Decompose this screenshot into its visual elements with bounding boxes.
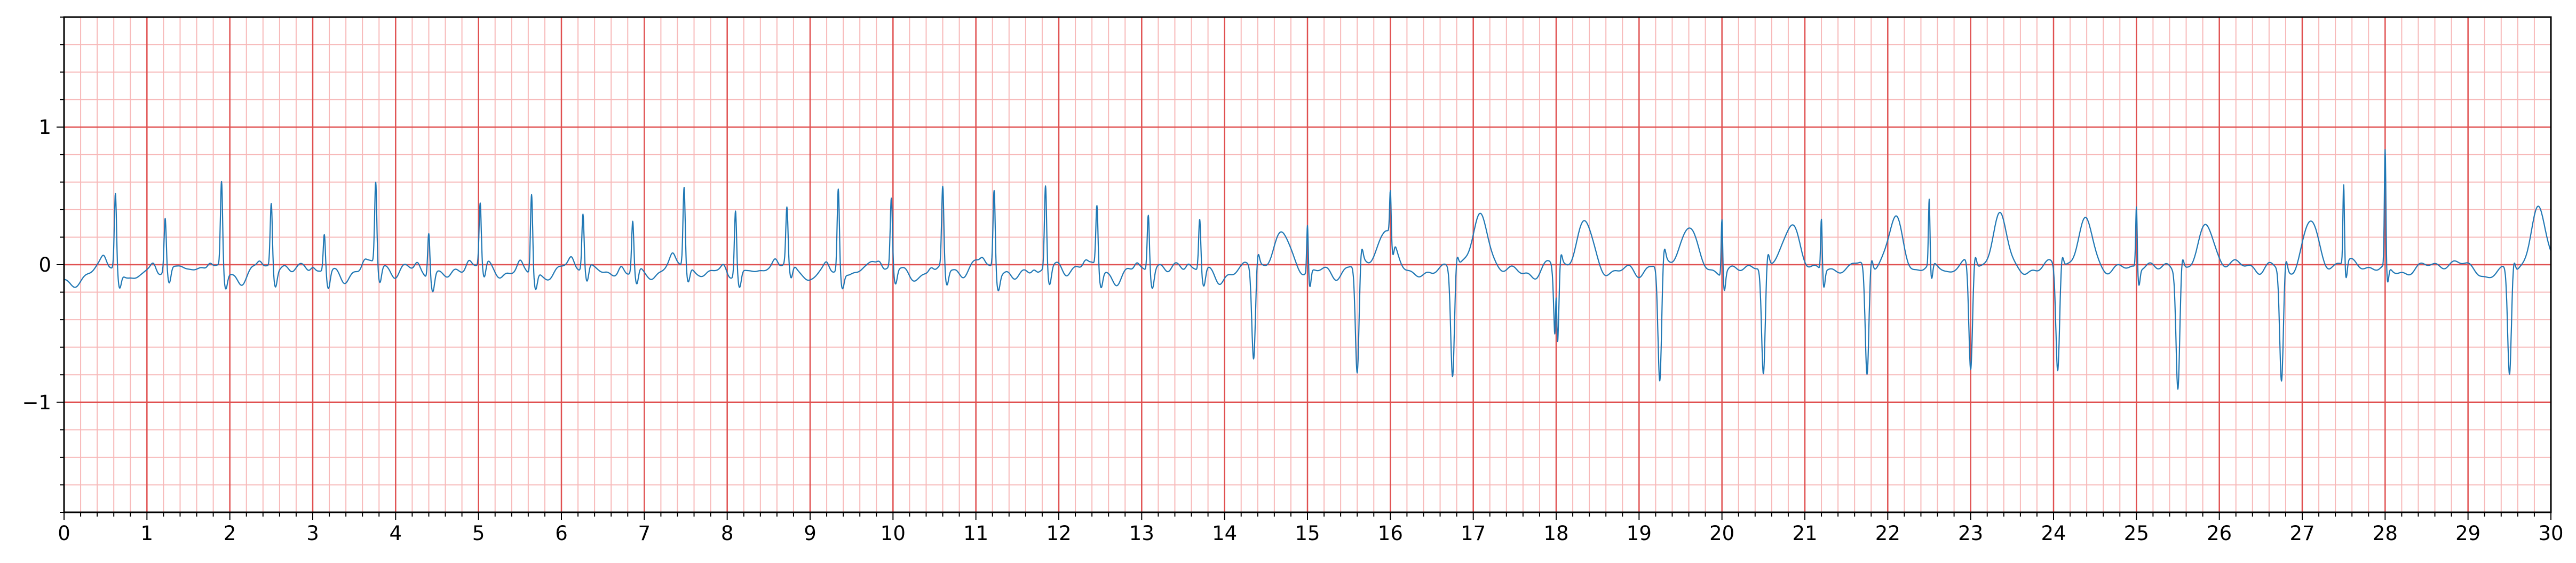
x-tick-label: 9 <box>804 522 817 545</box>
x-tick-label: 10 <box>881 522 906 545</box>
major-grid <box>63 17 2552 512</box>
x-tick-label: 13 <box>1129 522 1154 545</box>
x-tick-label: 26 <box>2207 522 2232 545</box>
x-tick-label: 16 <box>1378 522 1403 545</box>
x-tick-label: 6 <box>555 522 568 545</box>
x-tick-label: 2 <box>224 522 236 545</box>
x-tick-label: 28 <box>2373 522 2398 545</box>
x-tick-label: 7 <box>638 522 651 545</box>
x-tick-label: 25 <box>2124 522 2149 545</box>
x-tick-label: 20 <box>1709 522 1734 545</box>
x-tick-label: 1 <box>141 522 154 545</box>
x-tick-label: 29 <box>2455 522 2480 545</box>
x-tick-label: 17 <box>1461 522 1486 545</box>
x-tick-label: 14 <box>1212 522 1237 545</box>
x-tick-label: 23 <box>1958 522 1983 545</box>
x-tick-label: 22 <box>1875 522 1900 545</box>
x-tick-label: 15 <box>1295 522 1320 545</box>
x-tick-label: 19 <box>1627 522 1652 545</box>
x-tick-label: 11 <box>963 522 988 545</box>
x-tick-label: 30 <box>2538 522 2563 545</box>
y-tick-label: −1 <box>22 391 51 414</box>
x-tick-label: 18 <box>1543 522 1568 545</box>
x-tick-label: 8 <box>721 522 734 545</box>
x-tick-label: 3 <box>306 522 319 545</box>
x-tick-label: 21 <box>1792 522 1817 545</box>
x-tick-label: 24 <box>2041 522 2066 545</box>
y-axis: −1 0 1 <box>22 17 64 513</box>
x-axis: 0 1 2 3 4 5 6 7 8 9 10 11 12 13 14 15 16 17 18 19 20 21 22 23 24… <box>58 512 2564 545</box>
x-tick-label: 12 <box>1046 522 1071 545</box>
series-layer <box>64 149 2552 390</box>
x-tick-label: 27 <box>2289 522 2315 545</box>
ecg-series-line <box>64 149 2552 390</box>
x-tick-label: 0 <box>58 522 70 545</box>
y-tick-label: 1 <box>38 116 51 139</box>
y-tick-label: 0 <box>38 253 51 276</box>
x-tick-label: 5 <box>472 522 485 545</box>
x-tick-label: 4 <box>390 522 402 545</box>
